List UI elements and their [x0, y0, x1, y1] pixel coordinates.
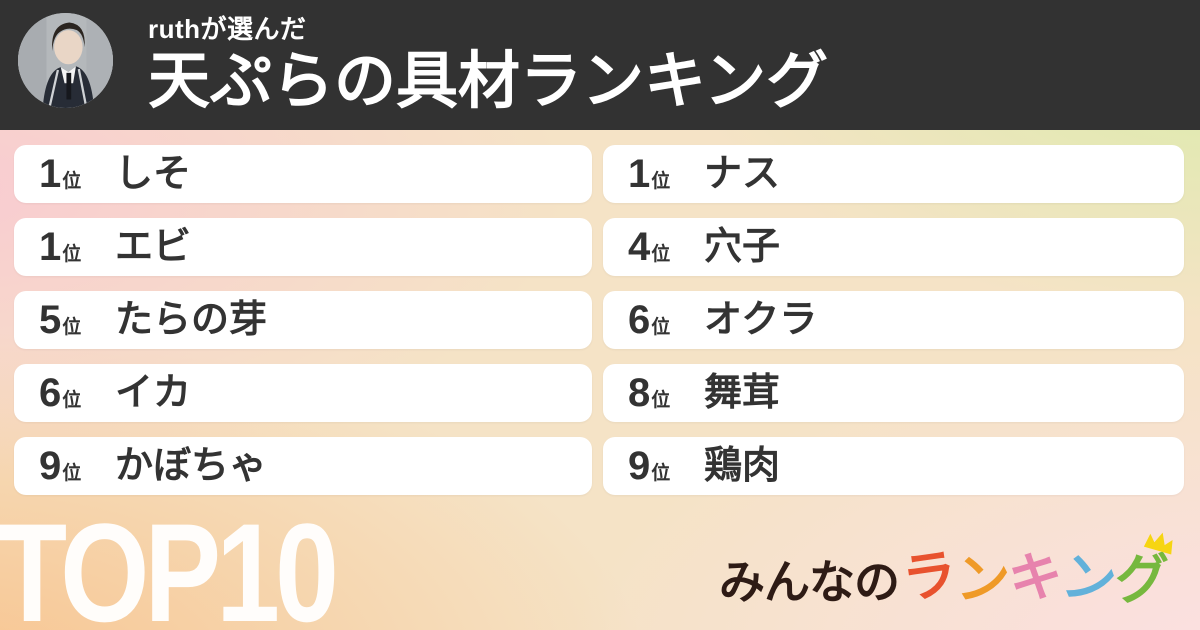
- logo-char: ン: [1057, 545, 1120, 615]
- rank-badge: 5 位: [39, 300, 101, 340]
- logo-colored-text: ランキング: [899, 532, 1173, 614]
- rank-number: 9: [39, 444, 62, 488]
- minna-no-ranking-logo: みんなの ランキング: [719, 532, 1173, 614]
- item-name: しそ: [115, 153, 192, 195]
- rank-number: 5: [39, 298, 62, 342]
- item-name: ナス: [704, 153, 781, 195]
- header: ruthが選んだ 天ぷらの具材ランキング: [0, 0, 1200, 130]
- header-text: ruthが選んだ 天ぷらの具材ランキング: [148, 14, 828, 114]
- ranking-item: 9 位 かぼちゃ: [14, 437, 592, 495]
- rank-suffix: 位: [62, 463, 82, 484]
- rank-suffix: 位: [651, 171, 671, 192]
- rank-number: 1: [39, 152, 62, 196]
- ranking-column-right: 1 位 ナス 4 位 穴子 6 位: [603, 145, 1184, 495]
- avatar-portrait-image: [18, 13, 113, 108]
- ranking-item: 9 位 鶏肉: [603, 437, 1184, 495]
- item-name: かぼちゃ: [115, 445, 268, 487]
- rank-badge: 9 位: [628, 446, 690, 486]
- rank-badge: 1 位: [39, 154, 101, 194]
- rank-badge: 9 位: [39, 446, 101, 486]
- logo-char: ラ: [898, 543, 960, 611]
- ranking-grid: 1 位 しそ 1 位 エビ 5 位: [14, 145, 1184, 495]
- rank-number: 8: [628, 371, 651, 415]
- rank-number: 1: [39, 225, 62, 269]
- top10-label: TOP10: [0, 494, 339, 630]
- page-title: 天ぷらの具材ランキング: [148, 47, 829, 117]
- ranking-item: 1 位 しそ: [14, 145, 592, 203]
- rank-number: 6: [628, 298, 651, 342]
- logo-char: グ: [1115, 550, 1169, 610]
- rank-suffix: 位: [62, 390, 82, 411]
- rank-suffix: 位: [62, 244, 82, 265]
- item-name: オクラ: [704, 299, 818, 341]
- rank-badge: 6 位: [39, 373, 101, 413]
- rank-badge: 4 位: [628, 227, 690, 267]
- rank-suffix: 位: [651, 463, 671, 484]
- item-name: たらの芽: [115, 299, 268, 341]
- item-name: エビ: [115, 226, 192, 268]
- item-name: イカ: [115, 372, 192, 414]
- rank-badge: 1 位: [628, 154, 690, 194]
- item-name: 舞茸: [704, 372, 781, 414]
- rank-number: 9: [628, 444, 651, 488]
- rank-number: 1: [628, 152, 651, 196]
- ranking-item: 1 位 ナス: [603, 145, 1184, 203]
- chooser-subtitle: ruthが選んだ: [148, 14, 307, 44]
- avatar: [18, 13, 113, 108]
- rank-suffix: 位: [62, 171, 82, 192]
- ranking-item: 8 位 舞茸: [603, 364, 1184, 422]
- rank-number: 6: [39, 371, 62, 415]
- ranking-item: 4 位 穴子: [603, 218, 1184, 276]
- logo-prefix-text: みんなの: [719, 556, 900, 608]
- ranking-item: 5 位 たらの芽: [14, 291, 592, 349]
- ranking-column-left: 1 位 しそ 1 位 エビ 5 位: [14, 145, 592, 495]
- logo-char: キ: [1004, 544, 1066, 612]
- crown-icon: [1143, 532, 1173, 555]
- item-name: 鶏肉: [704, 445, 781, 487]
- item-name: 穴子: [704, 226, 781, 268]
- rank-badge: 1 位: [39, 227, 101, 267]
- rank-badge: 6 位: [628, 300, 690, 340]
- rank-suffix: 位: [62, 317, 82, 338]
- rank-suffix: 位: [651, 317, 671, 338]
- rank-number: 4: [628, 225, 651, 269]
- rank-badge: 8 位: [628, 373, 690, 413]
- rank-suffix: 位: [651, 244, 671, 265]
- rank-suffix: 位: [651, 390, 671, 411]
- logo-char: ン: [954, 549, 1011, 611]
- ranking-item: 6 位 オクラ: [603, 291, 1184, 349]
- ranking-item: 1 位 エビ: [14, 218, 592, 276]
- ranking-item: 6 位 イカ: [14, 364, 592, 422]
